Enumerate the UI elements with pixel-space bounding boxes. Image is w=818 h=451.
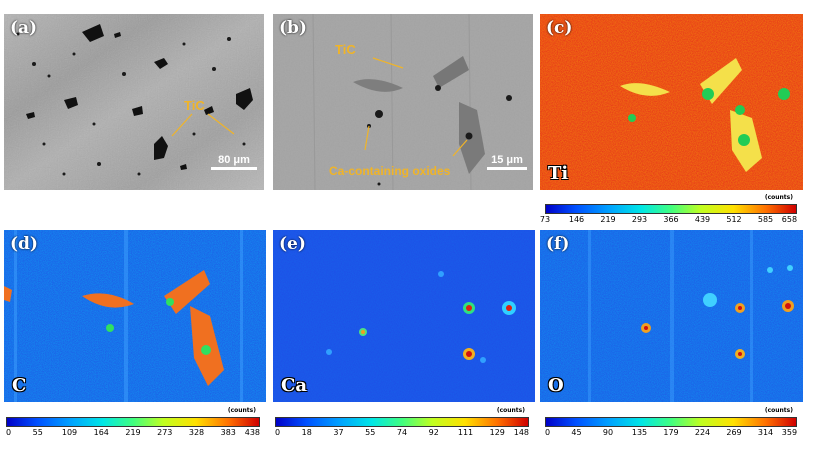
tick: 135 [631, 428, 648, 437]
sem-micrograph-a [4, 14, 264, 190]
colorbar-o-ticks: 0 45 90 135 179 224 269 314 359 [545, 427, 797, 439]
tick: 45 [571, 428, 582, 437]
tick: 314 [757, 428, 774, 437]
tick: 74 [396, 428, 408, 437]
tick: 109 [61, 428, 78, 437]
scale-bar-a-line [211, 167, 257, 170]
panel-c-ti-map: (c) Ti [540, 14, 803, 190]
tick: 658 [781, 215, 798, 224]
tick: 73 [539, 215, 551, 224]
panel-label-a: (a) [10, 18, 38, 38]
tick: 18 [301, 428, 312, 437]
c-element-map [4, 230, 266, 402]
tic-annotation-a: TiC [184, 98, 205, 113]
colorbar-c-gradient [6, 417, 260, 427]
tick: 0 [274, 428, 281, 437]
tick: 148 [513, 428, 530, 437]
ca-element-map [273, 230, 535, 402]
panel-label-b: (b) [279, 18, 307, 38]
colorbar-c: (counts) 0 55 109 164 219 273 328 383 43… [6, 407, 260, 439]
tick: 273 [157, 428, 173, 437]
colorbar-ca-ticks: 0 18 37 55 74 92 111 129 148 [275, 427, 529, 439]
tick: 585 [757, 215, 774, 224]
panel-a-sem-image: (a) TiC 80 μm [4, 14, 264, 190]
scale-bar-a: 80 μm [211, 154, 257, 170]
tick: 219 [600, 215, 616, 224]
tick: 55 [365, 428, 376, 437]
colorbar-ca-gradient [275, 417, 529, 427]
tick: 439 [694, 215, 711, 224]
ti-element-map [540, 14, 803, 190]
panel-label-d: (d) [10, 234, 38, 254]
tick: 219 [125, 428, 141, 437]
o-element-map [540, 230, 803, 402]
tick: 512 [726, 215, 742, 224]
panel-e-ca-map: (e) Ca [273, 230, 535, 402]
tic-annotation-b: TiC [335, 42, 356, 57]
tick: 179 [663, 428, 679, 437]
tick: 359 [781, 428, 798, 437]
colorbar-c-title: (counts) [227, 407, 256, 414]
colorbar-c-ticks: 0 55 109 164 219 273 328 383 438 [6, 427, 260, 439]
panel-label-c: (c) [546, 18, 573, 38]
scale-bar-a-label: 80 μm [218, 154, 250, 166]
panel-label-f: (f) [546, 234, 570, 254]
tick: 37 [333, 428, 344, 437]
panel-b-sem-image: (b) TiC Ca-containing oxides 15 μm [273, 14, 533, 190]
colorbar-ca: (counts) 0 18 37 55 74 92 111 129 148 [275, 407, 529, 439]
tick: 366 [663, 215, 679, 224]
scale-bar-b-line [487, 167, 527, 170]
tick: 111 [457, 428, 474, 437]
tick: 129 [489, 428, 505, 437]
colorbar-o: (counts) 0 45 90 135 179 224 269 314 359 [545, 407, 797, 439]
colorbar-ti: (counts) 73 146 219 293 366 439 512 585 … [540, 194, 798, 226]
panel-f-o-map: (f) O [540, 230, 803, 402]
colorbar-ti-title: (counts) [764, 194, 793, 201]
tick: 438 [244, 428, 261, 437]
element-label-o: O [548, 375, 564, 396]
colorbar-ti-gradient [545, 204, 797, 214]
element-label-c: C [12, 375, 27, 396]
tick: 164 [93, 428, 109, 437]
scale-bar-b: 15 μm [487, 154, 527, 170]
tick: 293 [631, 215, 648, 224]
ca-oxides-annotation: Ca-containing oxides [329, 164, 451, 178]
tick: 328 [188, 428, 205, 437]
colorbar-o-gradient [545, 417, 797, 427]
colorbar-ca-title: (counts) [496, 407, 525, 414]
tick: 269 [726, 428, 742, 437]
element-label-ti: Ti [548, 163, 569, 184]
tick: 0 [544, 428, 551, 437]
tick: 92 [428, 428, 439, 437]
colorbar-o-title: (counts) [764, 407, 793, 414]
sem-micrograph-b [273, 14, 533, 190]
tick: 146 [568, 215, 585, 224]
colorbar-ti-ticks: 73 146 219 293 366 439 512 585 658 [540, 214, 798, 226]
tick: 224 [694, 428, 711, 437]
panel-d-c-map: (d) C [4, 230, 266, 402]
scale-bar-b-label: 15 μm [491, 154, 523, 166]
panel-label-e: (e) [279, 234, 306, 254]
tick: 90 [602, 428, 614, 437]
tick: 55 [32, 428, 43, 437]
element-label-ca: Ca [281, 375, 307, 396]
tick: 0 [5, 428, 12, 437]
tick: 383 [220, 428, 236, 437]
